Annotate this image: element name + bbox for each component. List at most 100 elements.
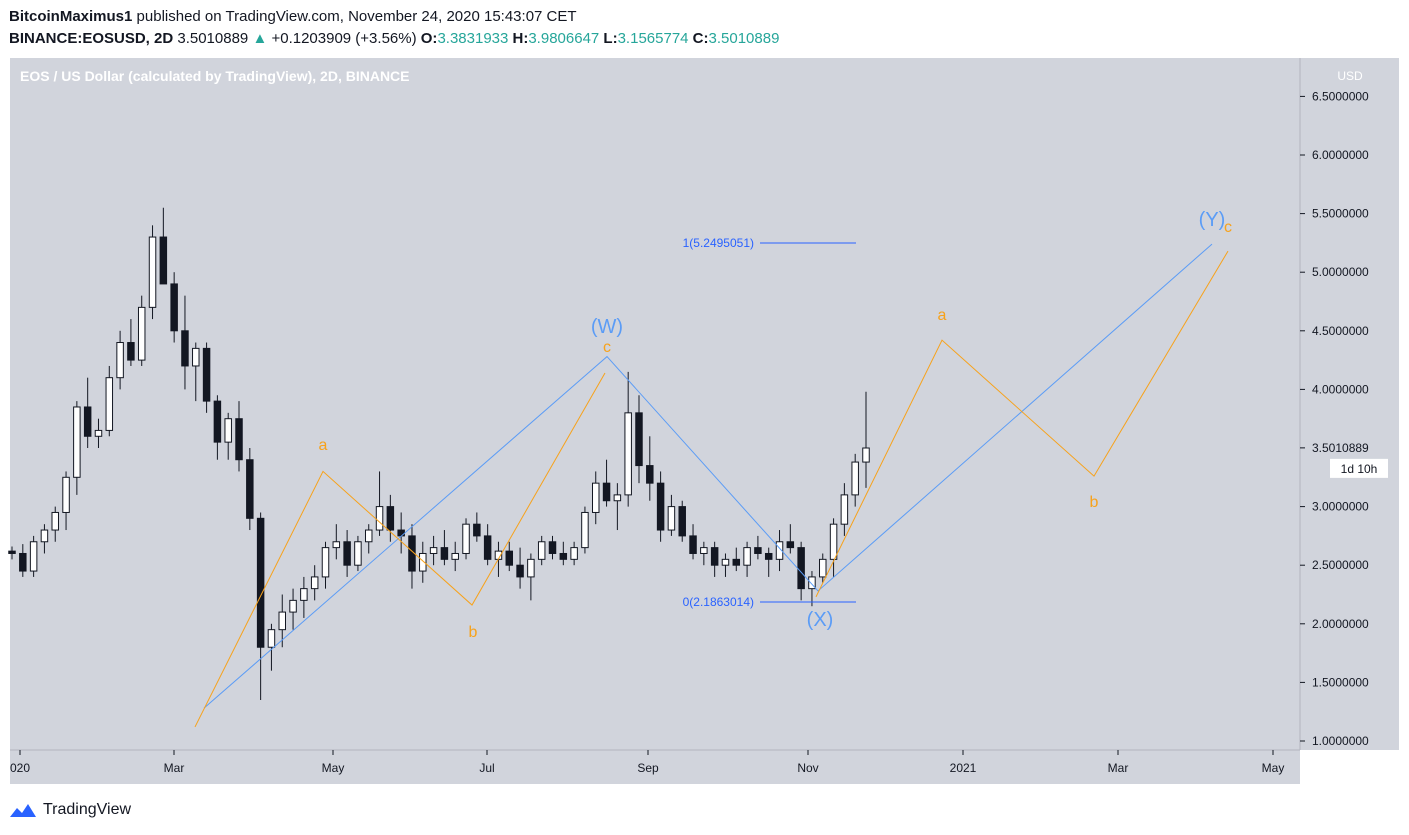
candle-up: [51, 511, 59, 531]
candle-up: [721, 558, 730, 566]
y-tick-label: 4.5000000: [1312, 324, 1369, 338]
candle-up: [267, 629, 276, 648]
candle-up: [354, 541, 362, 566]
candle-up: [537, 541, 546, 560]
candle-up: [862, 447, 870, 463]
tradingview-icon: [10, 804, 36, 817]
candle-up: [137, 306, 146, 361]
x-tick-label: 2021: [950, 761, 977, 775]
tradingview-logo[interactable]: TradingView: [9, 801, 131, 819]
y-tick-label: 3.0000000: [1312, 500, 1369, 514]
candle-up: [300, 588, 308, 601]
wave-label-orange: c: [1224, 219, 1232, 236]
candle-down: [732, 558, 741, 566]
countdown-box: [1330, 458, 1388, 478]
x-tick-label: May: [1262, 761, 1285, 775]
candle-up: [375, 506, 384, 531]
price-change: +0.1203909 (+3.56%): [271, 30, 417, 47]
candle-up: [429, 547, 438, 554]
candle-down: [202, 347, 211, 402]
ohlc-header: BINANCE:EOSUSD, 2D 3.5010889 ▲ +0.120390…: [9, 30, 779, 47]
candle-up: [819, 558, 827, 578]
candle-up: [700, 547, 708, 554]
price-axis[interactable]: [1300, 58, 1399, 750]
wave-line-blue: [203, 243, 1213, 709]
plot-area[interactable]: [10, 58, 1300, 750]
x-tick-label: May: [322, 761, 345, 775]
candle-up: [462, 523, 470, 554]
candle-up: [40, 529, 49, 543]
low-value: 3.1565774: [617, 30, 689, 47]
candle-down: [786, 541, 795, 549]
x-tick-label: 020: [10, 761, 30, 775]
high-value: 3.9806647: [528, 30, 600, 47]
y-tick-label: 1.5000000: [1312, 675, 1369, 689]
close-label: C:: [692, 30, 709, 47]
last-price: 3.5010889: [177, 30, 249, 47]
wave-label-orange: b: [1090, 494, 1099, 511]
open-value: 3.3831933: [437, 30, 509, 47]
candle-up: [224, 418, 232, 443]
candle-down: [548, 541, 557, 554]
candle-up: [570, 547, 578, 560]
candle-up: [592, 482, 600, 513]
y-tick-label: 2.0000000: [1312, 617, 1369, 631]
candle-down: [83, 406, 92, 437]
candle-down: [181, 330, 189, 367]
candle-up: [829, 523, 838, 560]
candle-down: [246, 459, 254, 519]
y-tick-label: 6.0000000: [1312, 148, 1369, 162]
candle-up: [62, 476, 70, 513]
candle-up: [148, 236, 157, 308]
x-tick-label: Mar: [164, 761, 185, 775]
x-tick-label: Mar: [1108, 761, 1129, 775]
candle-down: [559, 552, 568, 560]
close-value: 3.5010889: [708, 30, 780, 47]
candle-up: [613, 494, 622, 502]
candle-up: [581, 511, 589, 549]
candle-up: [775, 541, 784, 560]
y-tick-label: 5.5000000: [1312, 207, 1369, 221]
wave-label-orange: b: [469, 624, 478, 641]
fib-lines: 1(5.2495051) 0(2.1863014): [683, 236, 856, 609]
candle-down: [797, 547, 805, 590]
x-tick-label: Jul: [479, 761, 494, 775]
wave-label-orange: a: [319, 437, 328, 454]
candle-down: [602, 482, 611, 502]
candle-down: [159, 236, 168, 285]
candle-down: [754, 547, 762, 554]
y-tick-label: 6.5000000: [1312, 89, 1369, 103]
candle-up: [94, 429, 103, 437]
y-ticks: 6.5000000 6.0000000 5.5000000 5.0000000 4.50…: [1300, 89, 1369, 748]
wave-line-orange-2: [815, 250, 1229, 598]
last-price-label: 3.5010889: [1312, 441, 1369, 455]
candle-up: [527, 558, 535, 578]
candle-down: [635, 412, 643, 467]
candle-up: [364, 529, 373, 543]
candle-down: [386, 506, 395, 531]
price-chart[interactable]: EOS / US Dollar (calculated by TradingVi…: [0, 55, 1409, 790]
change-arrow-icon: ▲: [252, 30, 268, 47]
fib-label-top: 1(5.2495051): [683, 236, 754, 250]
candle-down: [710, 547, 719, 566]
candle-up: [451, 552, 459, 560]
candle-down: [256, 517, 265, 648]
candle-up: [743, 547, 751, 566]
last-price-marker: 3.5010889 1d 10h: [1300, 441, 1388, 478]
candle-down: [170, 283, 178, 332]
candle-up: [310, 576, 319, 590]
y-tick-label: 4.0000000: [1312, 382, 1369, 396]
candle-up: [116, 342, 124, 379]
candle-down: [505, 550, 514, 566]
candle-up: [105, 377, 114, 431]
candle-up: [321, 547, 330, 578]
author-name[interactable]: BitcoinMaximus1: [9, 8, 133, 25]
time-axis[interactable]: [10, 750, 1300, 784]
wave-label-blue: (X): [807, 609, 834, 631]
open-label: O:: [420, 30, 438, 47]
publish-info: BitcoinMaximus1 published on TradingView…: [9, 8, 577, 25]
wave-label-blue: (Y): [1199, 209, 1226, 231]
candle-down: [764, 552, 773, 560]
candle-down: [343, 541, 351, 566]
candle-down: [473, 523, 481, 537]
